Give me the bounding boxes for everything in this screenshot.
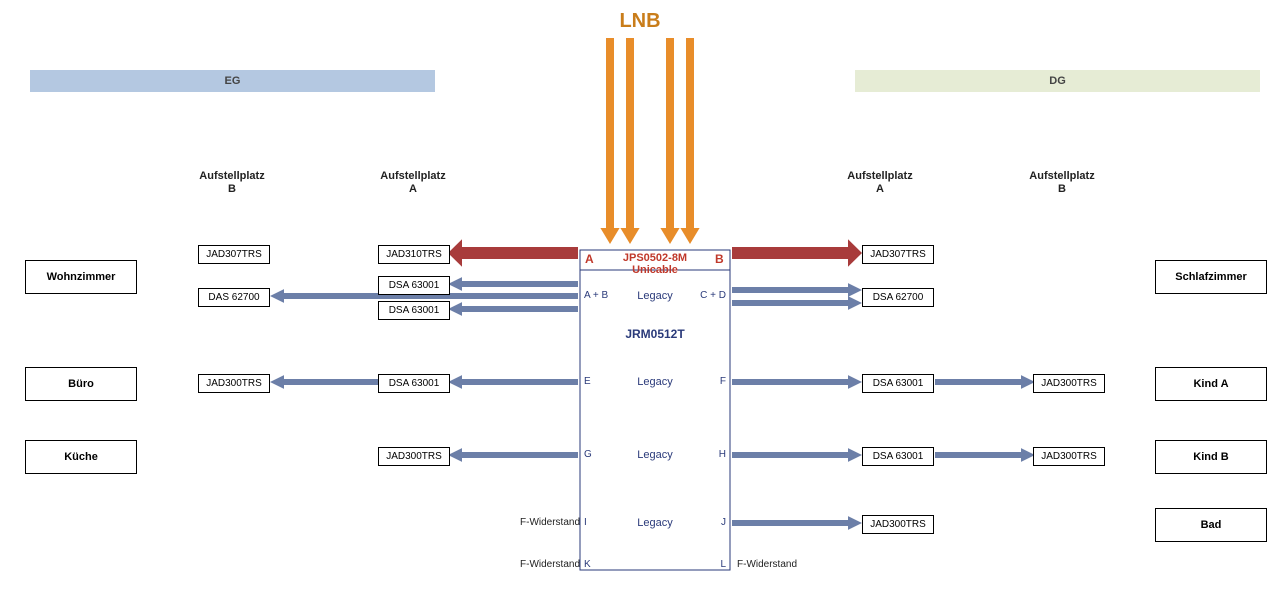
- central-top2: Unicable: [580, 264, 730, 277]
- comp-box-7: JAD300TRS: [378, 447, 450, 466]
- loc-header-0: Aufstellplatz B: [187, 170, 277, 195]
- comp-box-9: DSA 62700: [862, 288, 934, 307]
- comp-box-4: DSA 63001: [378, 301, 450, 320]
- comp-box-14: JAD300TRS: [862, 515, 934, 534]
- extra-label-1: F-Widerstand: [520, 559, 580, 570]
- port-right-0: C + D: [696, 290, 726, 301]
- port-right-1: F: [696, 376, 726, 387]
- comp-box-10: DSA 63001: [862, 374, 934, 393]
- comp-box-11: JAD300TRS: [1033, 374, 1105, 393]
- extra-label-0: F-Widerstand: [520, 517, 580, 528]
- port-right-4: L: [696, 559, 726, 570]
- central-model: JRM0512T: [580, 328, 730, 342]
- room-box-5: Kind B: [1155, 440, 1267, 474]
- loc-header-1: Aufstellplatz A: [368, 170, 458, 195]
- comp-box-0: JAD307TRS: [198, 245, 270, 264]
- port-right-2: H: [696, 449, 726, 460]
- room-box-4: Kind A: [1155, 367, 1267, 401]
- central-top1: JPS0502-8M: [580, 252, 730, 265]
- extra-label-2: F-Widerstand: [737, 559, 797, 570]
- comp-box-2: DAS 62700: [198, 288, 270, 307]
- loc-header-3: Aufstellplatz B: [1017, 170, 1107, 195]
- comp-box-8: JAD307TRS: [862, 245, 934, 264]
- port-right-3: J: [696, 517, 726, 528]
- title-lnb: LNB: [580, 10, 700, 33]
- comp-box-1: JAD310TRS: [378, 245, 450, 264]
- loc-header-2: Aufstellplatz A: [835, 170, 925, 195]
- room-box-2: Küche: [25, 440, 137, 474]
- room-box-0: Wohnzimmer: [25, 260, 137, 294]
- banner-left: EG: [30, 70, 435, 92]
- comp-box-5: JAD300TRS: [198, 374, 270, 393]
- banner-right: DG: [855, 70, 1260, 92]
- comp-box-12: DSA 63001: [862, 447, 934, 466]
- room-box-1: Büro: [25, 367, 137, 401]
- comp-box-6: DSA 63001: [378, 374, 450, 393]
- comp-box-3: DSA 63001: [378, 276, 450, 295]
- port-left-4: K: [584, 559, 591, 570]
- room-box-3: Schlafzimmer: [1155, 260, 1267, 294]
- comp-box-13: JAD300TRS: [1033, 447, 1105, 466]
- room-box-6: Bad: [1155, 508, 1267, 542]
